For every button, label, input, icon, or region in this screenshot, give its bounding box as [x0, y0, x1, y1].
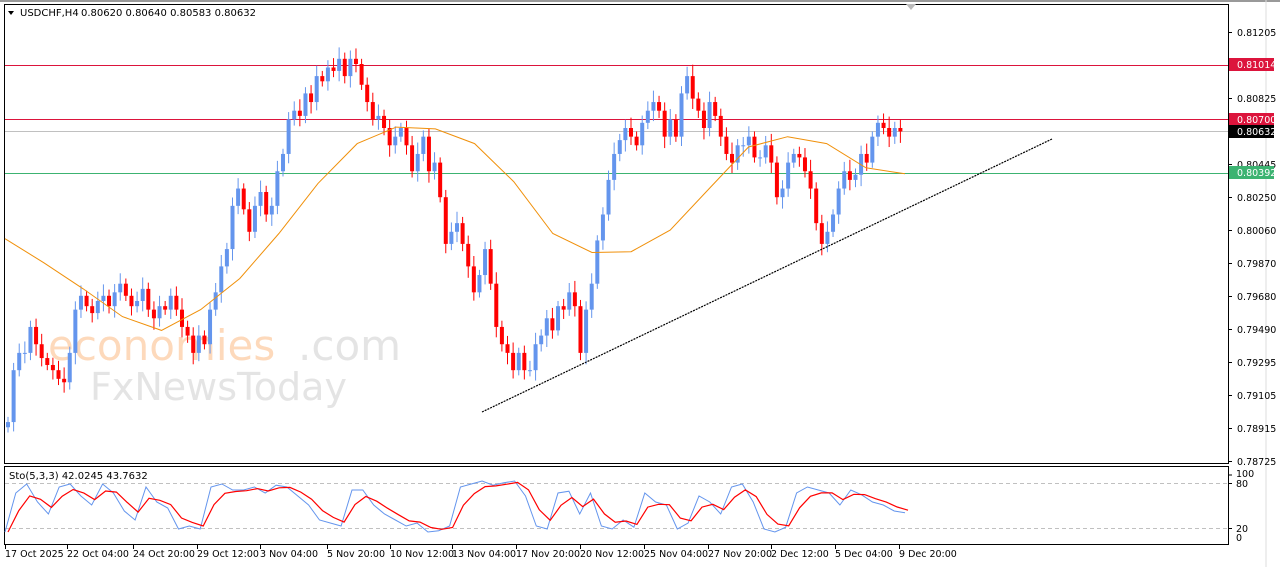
time-tick: 25 Nov 04:00 [644, 549, 708, 560]
tag-81014: 0.81014 [1237, 60, 1276, 71]
svg-text:economies: economies [48, 321, 275, 370]
time-tick: 5 Dec 04:00 [835, 549, 893, 560]
stochastic-axis: 100 80 20 0 [1228, 469, 1254, 544]
tag-current-price: 0.80632 [1237, 127, 1276, 138]
price-tick: 0.80445 [1237, 160, 1276, 171]
price-tick: 0.79680 [1237, 292, 1276, 303]
moving-average-line [4, 126, 906, 331]
price-tick: 0.81205 [1237, 28, 1276, 39]
svg-text:.com: .com [298, 321, 401, 370]
svg-text:FxNewsToday: FxNewsToday [90, 365, 347, 409]
candlesticks [6, 47, 903, 433]
time-tick: 17 Nov 20:00 [516, 549, 580, 560]
chart-shift-marker-icon[interactable] [906, 4, 916, 10]
time-tick: 17 Oct 2025 [5, 549, 64, 560]
collapse-triangle-icon[interactable] [8, 11, 14, 15]
time-tick: 27 Nov 20:00 [708, 549, 772, 560]
tag-80700: 0.80700 [1237, 115, 1276, 126]
price-tick: 0.80250 [1237, 193, 1276, 204]
time-axis[interactable]: 17 Oct 2025 22 Oct 04:00 24 Oct 20:00 29 Oc… [5, 545, 957, 560]
indicator-plot-frame [4, 466, 1229, 545]
ohlc-values: 0.80620 0.80640 0.80583 0.80632 [81, 8, 256, 19]
stochastic-signal-line [7, 481, 909, 533]
svg-text:0: 0 [1236, 533, 1242, 544]
time-tick: 29 Oct 12:00 [197, 549, 259, 560]
price-tick: 0.78725 [1237, 457, 1276, 468]
svg-text:100: 100 [1236, 469, 1254, 480]
time-tick: 20 Nov 12:00 [580, 549, 644, 560]
symbol-label: USDCHF,H4 [20, 8, 79, 19]
price-tick: 0.79105 [1237, 391, 1276, 402]
time-tick: 9 Dec 20:00 [899, 549, 957, 560]
time-tick: 13 Nov 04:00 [452, 549, 516, 560]
time-tick: 24 Oct 20:00 [133, 549, 195, 560]
time-tick: 22 Oct 04:00 [67, 549, 129, 560]
price-tick: 0.79295 [1237, 358, 1276, 369]
price-tags: 0.81014 0.80700 0.80632 0.80392 [1229, 58, 1276, 179]
watermark: economies .com FxNewsToday [48, 321, 401, 409]
price-tick: 0.79870 [1237, 259, 1276, 270]
time-tick: 2 Dec 12:00 [771, 549, 829, 560]
price-tick: 0.78915 [1237, 424, 1276, 435]
stochastic-label: Sto(5,3,3) 42.0245 43.7632 [9, 471, 148, 482]
time-tick: 5 Nov 20:00 [327, 549, 385, 560]
time-tick: 10 Nov 12:00 [390, 549, 454, 560]
main-plot-frame [4, 4, 1229, 464]
svg-text:20: 20 [1236, 524, 1248, 535]
horizontal-levels [5, 65, 1228, 174]
price-tick: 0.80825 [1237, 94, 1276, 105]
tag-80392: 0.80392 [1237, 168, 1276, 179]
svg-text:80: 80 [1236, 479, 1248, 490]
price-tick: 0.80060 [1237, 226, 1276, 237]
price-axis[interactable]: 0.81205 0.80825 0.80445 0.80250 0.80060 0.798… [1228, 28, 1276, 468]
price-tick: 0.79490 [1237, 325, 1276, 336]
time-tick: 3 Nov 04:00 [260, 549, 318, 560]
ascending-trendline[interactable] [481, 138, 1053, 413]
